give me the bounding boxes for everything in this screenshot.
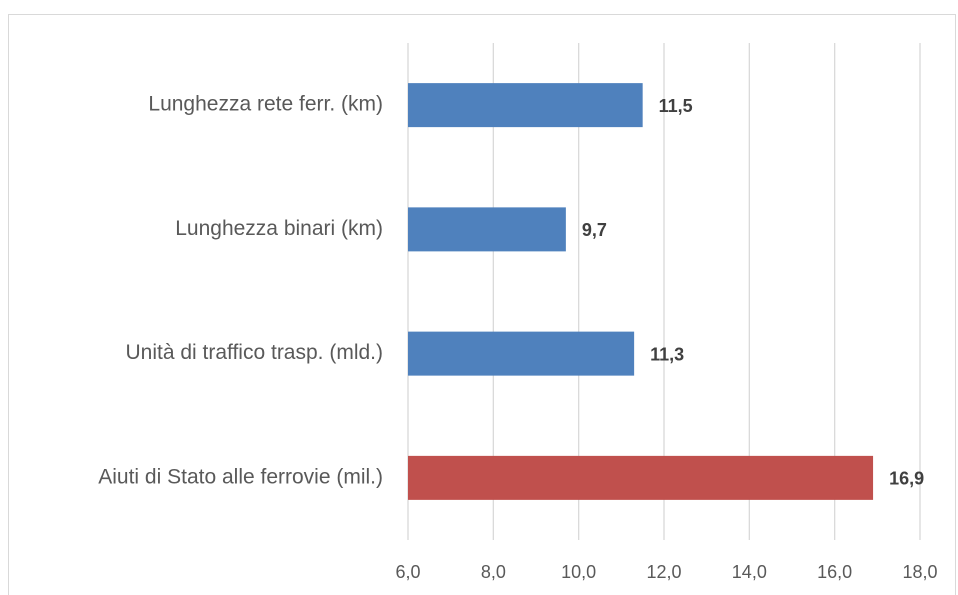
bar bbox=[408, 83, 643, 128]
x-tick-label: 10,0 bbox=[561, 562, 596, 582]
chart-border bbox=[8, 14, 956, 595]
x-tick-label: 14,0 bbox=[732, 562, 767, 582]
data-label: 9,7 bbox=[582, 220, 607, 240]
y-tick-label: Lunghezza rete ferr. (km) bbox=[148, 93, 383, 116]
x-tick-label: 18,0 bbox=[902, 562, 937, 582]
y-tick-label: Aiuti di Stato alle ferrovie (mil.) bbox=[98, 465, 383, 488]
data-label: 11,3 bbox=[650, 344, 684, 364]
x-tick-label: 8,0 bbox=[481, 562, 506, 582]
x-tick-label: 12,0 bbox=[646, 562, 681, 582]
bar bbox=[408, 455, 874, 500]
y-tick-label: Unità di traffico trasp. (mld.) bbox=[125, 341, 383, 364]
x-tick-label: 6,0 bbox=[395, 562, 420, 582]
bar bbox=[408, 207, 566, 252]
data-label: 16,9 bbox=[889, 469, 924, 489]
y-tick-label: Lunghezza binari (km) bbox=[175, 217, 383, 240]
bar bbox=[408, 331, 635, 376]
data-label: 11,5 bbox=[659, 96, 693, 116]
x-tick-label: 16,0 bbox=[817, 562, 852, 582]
